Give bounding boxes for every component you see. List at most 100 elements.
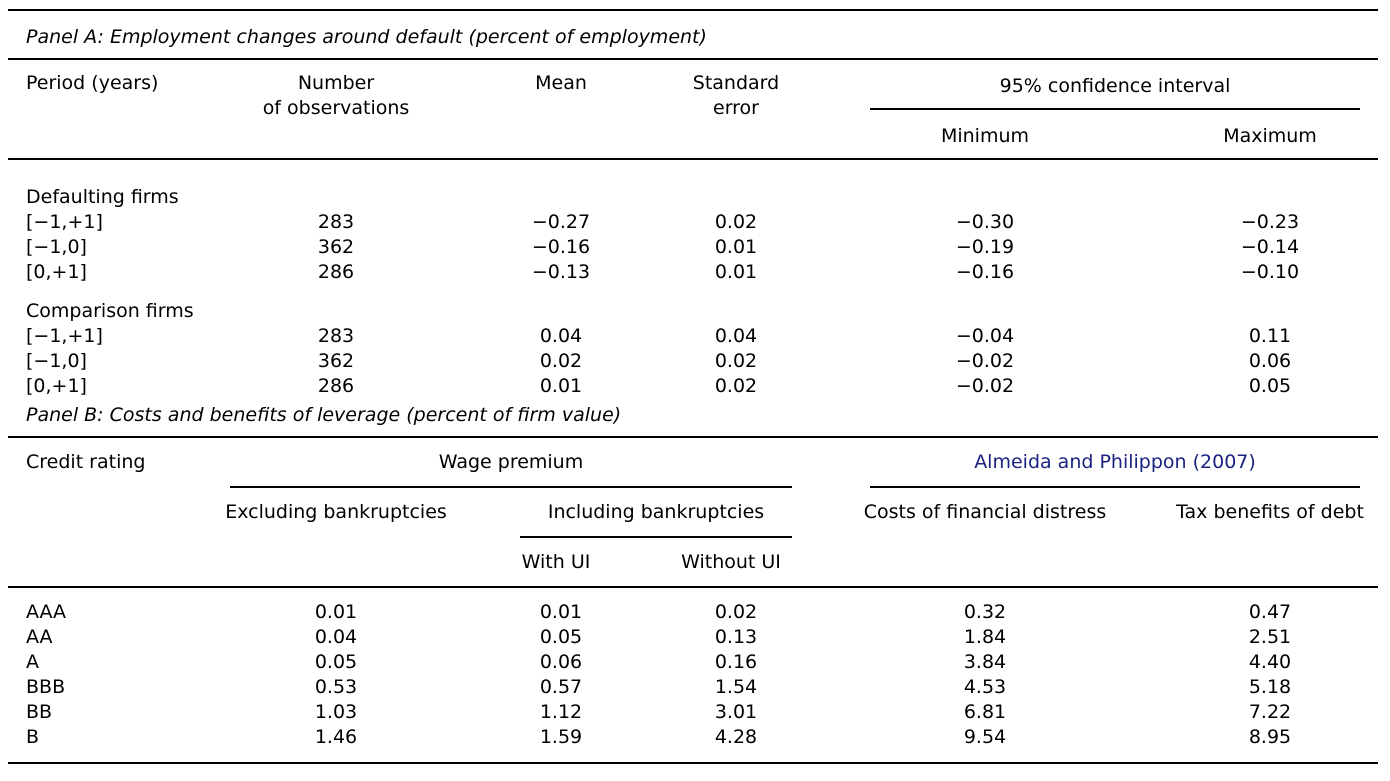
panel-b-title-rule <box>8 436 1378 438</box>
without-ui-cell: 4.28 <box>714 726 758 748</box>
costs-cell: 4.53 <box>963 676 1007 698</box>
mean-cell: −0.13 <box>531 261 591 283</box>
header-costs-financial-distress: Costs of financial distress <box>863 501 1107 523</box>
panel-a-title-rule <box>8 58 1378 60</box>
without-ui-cell: 1.54 <box>714 676 758 698</box>
without-ui-cell: 0.02 <box>714 601 758 623</box>
ci-min-cell: −0.16 <box>955 261 1015 283</box>
with-ui-cell: 0.06 <box>539 651 583 673</box>
se-cell: 0.02 <box>714 375 758 397</box>
ci-max-cell: 0.05 <box>1248 375 1292 397</box>
nobs-cell: 286 <box>317 375 355 397</box>
tax-cell: 2.51 <box>1248 626 1292 648</box>
se-cell: 0.04 <box>714 325 758 347</box>
header-period: Period (years) <box>26 72 159 94</box>
nobs-cell: 362 <box>317 236 355 258</box>
period-cell: [0,+1] <box>26 375 87 397</box>
ci-max-cell: −0.23 <box>1240 211 1300 233</box>
ci-min-cell: −0.02 <box>955 375 1015 397</box>
rating-cell: BBB <box>26 676 66 698</box>
mean-cell: 0.01 <box>539 375 583 397</box>
tax-cell: 5.18 <box>1248 676 1292 698</box>
almeida-philippon-citation-link[interactable]: Almeida and Philippon (2007) <box>974 451 1256 473</box>
rating-cell: A <box>26 651 39 673</box>
without-ui-cell: 3.01 <box>714 701 758 723</box>
panel-b-title: Panel B: Costs and benefits of leverage … <box>26 404 622 426</box>
panel-b-header-rule <box>8 586 1378 588</box>
ci-min-cell: −0.19 <box>955 236 1015 258</box>
period-cell: [−1,0] <box>26 350 87 372</box>
mean-cell: 0.02 <box>539 350 583 372</box>
with-ui-cell: 1.12 <box>539 701 583 723</box>
costs-cell: 0.32 <box>963 601 1007 623</box>
header-se-line2: error <box>713 97 759 119</box>
costs-cell: 3.84 <box>963 651 1007 673</box>
bottom-rule <box>8 762 1378 764</box>
se-cell: 0.01 <box>714 261 758 283</box>
header-nobs-line2: of observations <box>262 97 410 119</box>
header-ci-max: Maximum <box>1223 125 1317 147</box>
costs-cell: 6.81 <box>963 701 1007 723</box>
ci-max-cell: 0.11 <box>1248 325 1292 347</box>
period-cell: [0,+1] <box>26 261 87 283</box>
mean-cell: 0.04 <box>539 325 583 347</box>
nobs-cell: 283 <box>317 211 355 233</box>
header-without-ui: Without UI <box>681 551 781 573</box>
header-se-line1: Standard <box>692 72 780 94</box>
header-ci: 95% confidence interval <box>999 75 1231 97</box>
se-cell: 0.02 <box>714 211 758 233</box>
se-cell: 0.02 <box>714 350 758 372</box>
panel-a-title: Panel A: Employment changes around defau… <box>26 26 707 48</box>
ci-min-cell: −0.04 <box>955 325 1015 347</box>
with-ui-cell: 0.05 <box>539 626 583 648</box>
ci-min-cell: −0.02 <box>955 350 1015 372</box>
with-ui-cell: 0.01 <box>539 601 583 623</box>
including-span-rule <box>520 536 792 538</box>
rating-cell: B <box>26 726 40 748</box>
excl-cell: 1.46 <box>314 726 358 748</box>
wage-premium-span-rule <box>230 486 792 488</box>
header-excluding-bankruptcies: Excluding bankruptcies <box>225 501 447 523</box>
nobs-cell: 283 <box>317 325 355 347</box>
ci-max-cell: −0.10 <box>1240 261 1300 283</box>
with-ui-cell: 1.59 <box>539 726 583 748</box>
ci-min-cell: −0.30 <box>955 211 1015 233</box>
rating-cell: AAA <box>26 601 67 623</box>
without-ui-cell: 0.13 <box>714 626 758 648</box>
excl-cell: 0.01 <box>314 601 358 623</box>
excl-cell: 0.04 <box>314 626 358 648</box>
header-with-ui: With UI <box>521 551 591 573</box>
se-cell: 0.01 <box>714 236 758 258</box>
tax-cell: 4.40 <box>1248 651 1292 673</box>
period-cell: [−1,0] <box>26 236 87 258</box>
group-label: Comparison firms <box>26 300 194 322</box>
rating-cell: BB <box>26 701 53 723</box>
costs-cell: 9.54 <box>963 726 1007 748</box>
excl-cell: 0.05 <box>314 651 358 673</box>
header-credit-rating: Credit rating <box>26 451 146 473</box>
nobs-cell: 362 <box>317 350 355 372</box>
header-including-bankruptcies: Including bankruptcies <box>547 501 765 523</box>
ci-span-rule <box>870 108 1360 110</box>
ci-max-cell: −0.14 <box>1240 236 1300 258</box>
with-ui-cell: 0.57 <box>539 676 583 698</box>
rating-cell: AA <box>26 626 53 648</box>
panel-a-header-rule <box>8 158 1378 160</box>
excl-cell: 0.53 <box>314 676 358 698</box>
without-ui-cell: 0.16 <box>714 651 758 673</box>
tax-cell: 7.22 <box>1248 701 1292 723</box>
tax-cell: 8.95 <box>1248 726 1292 748</box>
ci-max-cell: 0.06 <box>1248 350 1292 372</box>
header-tax-benefits: Tax benefits of debt <box>1176 501 1364 523</box>
costs-cell: 1.84 <box>963 626 1007 648</box>
top-rule <box>8 9 1378 11</box>
header-nobs-line1: Number <box>297 72 375 94</box>
mean-cell: −0.27 <box>531 211 591 233</box>
nobs-cell: 286 <box>317 261 355 283</box>
header-wage-premium: Wage premium <box>438 451 584 473</box>
header-ci-min: Minimum <box>940 125 1030 147</box>
period-cell: [−1,+1] <box>26 325 103 347</box>
mean-cell: −0.16 <box>531 236 591 258</box>
header-mean: Mean <box>535 72 587 94</box>
